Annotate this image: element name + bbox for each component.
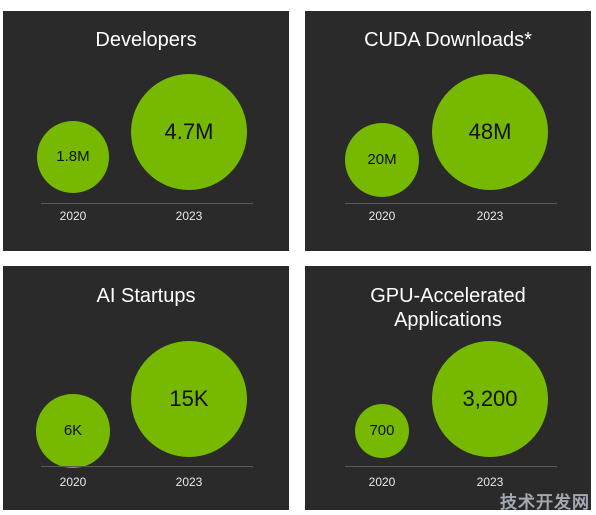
axis-divider bbox=[345, 466, 557, 467]
bubble-value-label: 6K bbox=[63, 422, 83, 440]
axis-divider bbox=[345, 203, 557, 204]
watermark-logo: 技术开发网 bbox=[500, 493, 590, 512]
chart-panel-ai-startups: AI Startups 6K 15K 2020 2023 bbox=[3, 266, 289, 510]
year-label-2020: 2020 bbox=[59, 475, 87, 489]
bubble-2020: 700 bbox=[354, 403, 410, 459]
bubble-value-label: 700 bbox=[369, 422, 395, 440]
bubble-2023: 4.7M bbox=[131, 74, 247, 190]
bubble-2020: 1.8M bbox=[37, 121, 109, 193]
panel-title-line-2: Applications bbox=[394, 309, 502, 331]
bubble-2023: 48M bbox=[432, 74, 548, 190]
chart-panel-gpu-accelerated-applications: GPU-Accelerated Applications 700 3,200 2… bbox=[305, 266, 591, 510]
bubble-2023: 3,200 bbox=[432, 341, 548, 457]
year-label-2023: 2023 bbox=[476, 475, 504, 489]
bubble-2020: 6K bbox=[36, 394, 110, 468]
chart-panel-cuda-downloads: CUDA Downloads* 20M 48M 2020 2023 bbox=[305, 11, 591, 251]
year-label-2020: 2020 bbox=[368, 475, 396, 489]
bubble-value-label: 3,200 bbox=[462, 386, 518, 411]
bubble-value-label: 1.8M bbox=[56, 148, 90, 166]
bubble-value-label: 15K bbox=[169, 386, 209, 411]
bubble-2020: 20M bbox=[344, 122, 420, 198]
bubble-value-label: 20M bbox=[367, 151, 397, 169]
year-label-2023: 2023 bbox=[175, 475, 203, 489]
year-label-2023: 2023 bbox=[175, 209, 203, 223]
panel-title-line-1: GPU-Accelerated bbox=[370, 285, 526, 307]
bubble-2023: 15K bbox=[131, 341, 247, 457]
year-label-2020: 2020 bbox=[368, 209, 396, 223]
bubble-value-label: 48M bbox=[468, 119, 512, 144]
bubble-value-label: 4.7M bbox=[164, 119, 214, 144]
axis-divider bbox=[41, 466, 253, 467]
year-label-2020: 2020 bbox=[59, 209, 87, 223]
panel-title: CUDA Downloads* bbox=[364, 29, 532, 51]
panel-title: AI Startups bbox=[96, 285, 196, 307]
chart-panel-developers: Developers 1.8M 4.7M 2020 2023 bbox=[3, 11, 289, 251]
axis-divider bbox=[41, 203, 253, 204]
year-label-2023: 2023 bbox=[476, 209, 504, 223]
panel-title: Developers bbox=[95, 29, 197, 51]
